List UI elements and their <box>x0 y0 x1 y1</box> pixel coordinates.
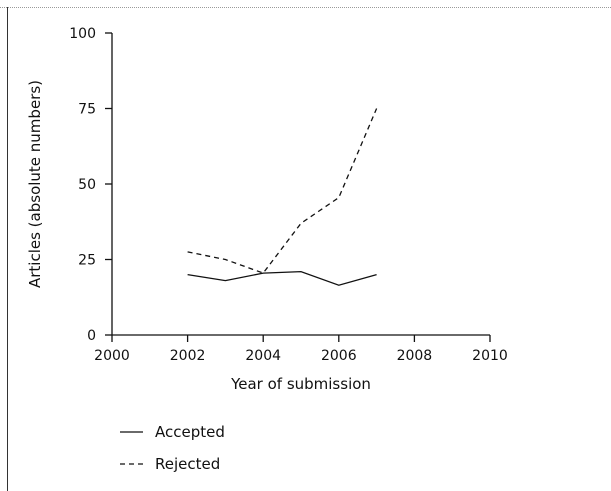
x-tick-label: 2006 <box>321 348 357 364</box>
y-tick-label: 0 <box>87 328 96 344</box>
series-line-accepted <box>187 270 377 286</box>
x-axis-ticks: 2000 2002 2004 2006 2008 2010 <box>94 335 508 364</box>
y-axis-title: Articles (absolute numbers) <box>26 80 44 288</box>
x-tick-label: 2000 <box>94 348 130 364</box>
x-tick-label: 2010 <box>472 348 508 364</box>
x-tick-label: 2002 <box>170 348 206 364</box>
x-tick-label: 2008 <box>397 348 433 364</box>
x-tick-label: 2004 <box>245 348 281 364</box>
y-tick-label: 75 <box>78 102 96 118</box>
x-axis-title: Year of submission <box>230 375 371 393</box>
y-tick-label: 50 <box>78 177 96 193</box>
y-tick-label: 25 <box>78 253 96 269</box>
series-layer <box>187 108 378 286</box>
left-border <box>7 7 8 491</box>
top-divider <box>0 7 611 8</box>
series-line-rejected <box>187 108 378 274</box>
legend-label-rejected: Rejected <box>155 455 220 473</box>
y-axis-ticks: 0 25 50 75 100 <box>69 26 112 344</box>
legend: Accepted Rejected <box>120 423 225 473</box>
y-tick-label: 100 <box>69 26 96 42</box>
legend-label-accepted: Accepted <box>155 423 225 441</box>
